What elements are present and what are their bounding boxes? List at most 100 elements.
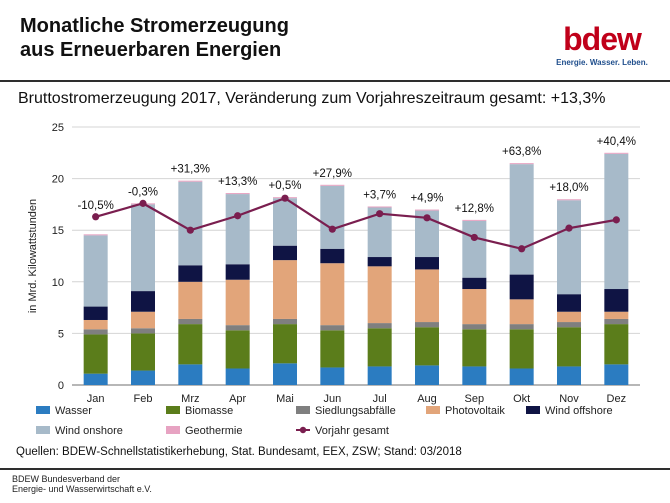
legend-swatch-siedlungsabfaelle [296, 406, 310, 414]
bar-biomasse-sep [462, 329, 487, 367]
bar-geothermie-okt [509, 163, 534, 165]
vorjahr-point-feb [139, 199, 147, 207]
change-label: +3,7% [363, 189, 396, 201]
bar-photovoltaik-jan [83, 319, 108, 330]
bar-geothermie-nov [557, 199, 581, 201]
x-tick-label: Aug [417, 393, 437, 405]
bar-geothermie-dez [604, 152, 629, 154]
bar-geothermie-sep [462, 219, 487, 221]
bar-biomasse-jun [320, 330, 345, 368]
bar-photovoltaik-sep [462, 289, 487, 325]
legend-item-wind-offshore: Wind offshore [545, 405, 613, 417]
change-label: +40,4% [597, 136, 636, 148]
y-tick-label: 10 [52, 277, 64, 289]
source-note: Quellen: BDEW-Schnellstatistikerhebung, … [16, 446, 462, 458]
bar-siedlungsabfaelle-dez [604, 318, 629, 325]
bar-siedlungsabfaelle-okt [509, 324, 534, 330]
vorjahr-point-mrz [186, 226, 194, 234]
bar-wasser-feb [131, 370, 155, 385]
bar-wind-onshore-jun [320, 185, 345, 249]
vorjahr-point-okt [518, 245, 526, 253]
bar-siedlungsabfaelle-jul [367, 323, 392, 329]
bar-biomasse-mrz [178, 324, 203, 365]
change-label: +27,9% [313, 168, 352, 180]
bar-wind-offshore-jan [83, 306, 108, 320]
bar-wind-offshore-aug [415, 257, 439, 270]
bar-siedlungsabfaelle-nov [557, 322, 581, 328]
x-tick-label: Jun [323, 393, 341, 405]
bar-wind-onshore-nov [557, 200, 581, 295]
bar-siedlungsabfaelle-jun [320, 325, 345, 331]
chart-title: Bruttostromerzeugung 2017, Veränderung z… [18, 90, 606, 107]
logo-wordmark: bdew [563, 21, 642, 57]
legend-swatch-biomasse [166, 406, 180, 414]
y-axis-label: in Mrd. Kilowattstunden [27, 199, 39, 313]
bar-biomasse-aug [415, 327, 439, 366]
bar-geothermie-jan [83, 234, 108, 236]
bar-siedlungsabfaelle-apr [225, 325, 250, 331]
bar-photovoltaik-apr [225, 279, 250, 326]
vorjahr-point-jun [328, 225, 336, 233]
x-tick-label: Jan [87, 393, 105, 405]
legend-item-photovoltaik: Photovoltaik [445, 405, 505, 417]
x-tick-label: Mrz [181, 393, 199, 405]
y-tick-label: 20 [52, 174, 64, 186]
bar-wind-onshore-sep [462, 220, 487, 278]
legend-item-geothermie: Geothermie [185, 425, 242, 437]
bar-biomasse-jan [83, 334, 108, 374]
change-label: +13,3% [218, 176, 257, 188]
legend-item-vorjahr-gesamt: Vorjahr gesamt [315, 425, 389, 437]
org-line-1: BDEW Bundesverband der [12, 474, 121, 484]
bar-wind-onshore-jan [83, 235, 108, 307]
bar-siedlungsabfaelle-aug [415, 322, 439, 328]
bar-photovoltaik-jun [320, 263, 345, 326]
bar-wasser-dez [604, 364, 629, 385]
legend-item-wasser: Wasser [55, 405, 92, 417]
bar-wind-onshore-feb [131, 204, 155, 292]
y-tick-label: 0 [58, 380, 64, 392]
y-tick-label: 5 [58, 328, 64, 340]
org-line-2: Energie- und Wasserwirtschaft e.V. [12, 484, 152, 494]
logo-tagline: Energie. Wasser. Leben. [556, 58, 648, 67]
bar-geothermie-mrz [178, 180, 203, 182]
y-tick-label: 15 [52, 225, 64, 237]
bdew-logo: bdew Energie. Wasser. Leben. [552, 21, 652, 67]
x-tick-label: Feb [134, 393, 153, 405]
chart-area: 0 5 10 15 20 25 in Mrd. Kilowattstunden Jan Feb M… [27, 122, 640, 437]
legend-swatch-wind-onshore [36, 426, 50, 434]
bar-wasser-jan [83, 373, 108, 385]
bar-siedlungsabfaelle-sep [462, 324, 487, 330]
title-line-2: aus Erneuerbaren Energien [20, 39, 282, 61]
bar-wind-onshore-mrz [178, 181, 203, 266]
header-divider [0, 80, 670, 82]
footer-organization: BDEW Bundesverband der Energie- und Wass… [12, 474, 152, 494]
bar-photovoltaik-okt [509, 299, 534, 325]
bar-biomasse-mai [273, 324, 297, 364]
bar-wind-offshore-feb [131, 291, 155, 312]
bar-wind-onshore-apr [225, 194, 250, 265]
bar-photovoltaik-mai [273, 260, 297, 319]
bar-photovoltaik-dez [604, 311, 629, 319]
bar-wind-offshore-mrz [178, 265, 203, 282]
legend-swatch-geothermie [166, 426, 180, 434]
bar-wind-onshore-okt [509, 164, 534, 275]
bar-wind-offshore-jun [320, 248, 345, 264]
legend-marker-point [299, 426, 307, 434]
bar-biomasse-dez [604, 324, 629, 365]
bar-photovoltaik-jul [367, 266, 392, 324]
bar-siedlungsabfaelle-mai [273, 318, 297, 325]
bar-wind-offshore-mai [273, 245, 297, 261]
vorjahr-point-jan [92, 213, 100, 221]
bar-wind-offshore-sep [462, 277, 487, 290]
bar-wind-offshore-dez [604, 289, 629, 312]
title-line-1: Monatliche Stromerzeugung [20, 15, 289, 37]
x-tick-label: Apr [229, 393, 246, 405]
legend-item-siedlungsabfaelle: Siedlungsabfälle [315, 405, 396, 417]
bar-biomasse-okt [509, 329, 534, 369]
x-tick-label: Jul [373, 393, 387, 405]
bar-wind-onshore-mai [273, 198, 297, 246]
x-tick-label: Sep [465, 393, 485, 405]
legend-item-biomasse: Biomasse [185, 405, 233, 417]
vorjahr-line [95, 196, 617, 250]
bar-wasser-mai [273, 363, 297, 385]
